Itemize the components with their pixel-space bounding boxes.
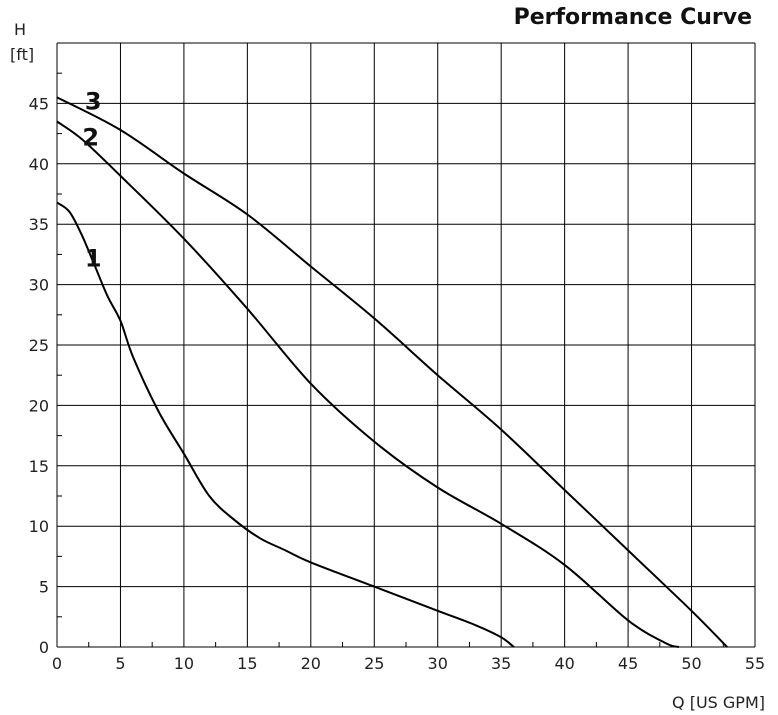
series-curve-3 xyxy=(56,96,728,648)
y-tick-label-1: 5 xyxy=(39,578,49,597)
series-label-1: 1 xyxy=(85,244,102,272)
x-tick-label-6: 30 xyxy=(428,654,448,673)
x-tick-label-9: 45 xyxy=(618,654,638,673)
y-tick-label-5: 25 xyxy=(29,336,49,355)
x-axis-label: Q [US GPM] xyxy=(672,693,765,712)
y-tick-label-9: 45 xyxy=(29,94,49,113)
y-tick-label-2: 10 xyxy=(29,517,49,536)
y-axis-label: H xyxy=(14,20,26,39)
y-tick-label-3: 15 xyxy=(29,457,49,476)
series-curve-1 xyxy=(56,201,515,648)
x-tick-label-10: 50 xyxy=(681,654,701,673)
series-label-3: 3 xyxy=(85,87,102,115)
y-tick-label-6: 30 xyxy=(29,276,49,295)
grid xyxy=(56,42,756,648)
y-tick-label-0: 0 xyxy=(39,638,49,657)
x-tick-label-8: 40 xyxy=(554,654,574,673)
x-tick-label-4: 20 xyxy=(301,654,321,673)
series-curves xyxy=(56,96,728,648)
x-tick-label-3: 15 xyxy=(237,654,257,673)
x-tick-label-2: 10 xyxy=(174,654,194,673)
x-tick-label-0: 0 xyxy=(52,654,62,673)
x-tick-label-7: 35 xyxy=(491,654,511,673)
series-curve-2 xyxy=(56,120,680,648)
series-labels: 1 2 3 xyxy=(82,87,101,272)
y-tick-label-7: 35 xyxy=(29,215,49,234)
y-axis-unit-label: [ft] xyxy=(10,45,34,64)
chart-title: Performance Curve xyxy=(514,5,752,30)
series-label-2: 2 xyxy=(82,124,99,152)
x-tick-label-1: 5 xyxy=(115,654,125,673)
y-tick-label-8: 40 xyxy=(29,155,49,174)
x-tick-label-5: 25 xyxy=(364,654,384,673)
tick-labels: 0 5 10 15 20 25 30 35 40 45 50 55 0 5 10 15 20 25 30 35 40 45 xyxy=(29,94,766,673)
x-tick-label-11: 55 xyxy=(745,654,765,673)
y-tick-label-4: 20 xyxy=(29,396,49,415)
